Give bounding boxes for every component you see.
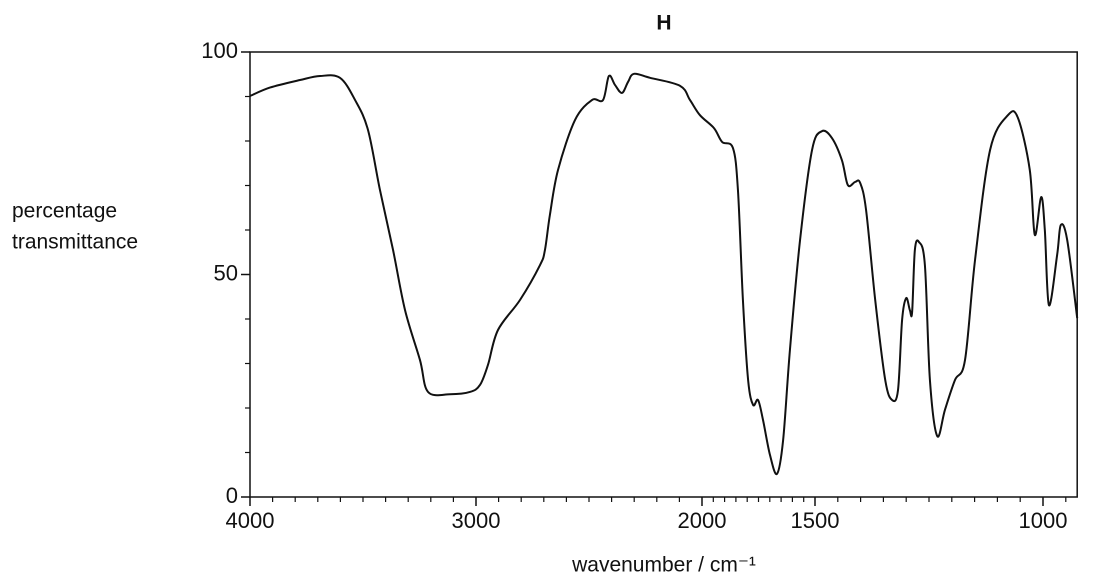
- x-tick-label: 1000: [1019, 508, 1068, 533]
- x-tick-label: 1500: [791, 508, 840, 533]
- x-axis-label: wavenumber / cm⁻¹: [571, 554, 756, 577]
- y-tick-label: 100: [201, 38, 238, 63]
- y-tick-label: 0: [226, 483, 238, 508]
- plot-frame: [249, 51, 1078, 498]
- spectrum-line: [249, 72, 1079, 476]
- y-axis-label: percentage: [12, 200, 117, 223]
- x-tick-label: 4000: [226, 508, 275, 533]
- y-tick-label: 50: [214, 260, 238, 285]
- x-tick-label: 3000: [452, 508, 501, 533]
- x-tick-label: 2000: [678, 508, 727, 533]
- chart-title: H: [656, 12, 671, 35]
- y-axis-label: transmittance: [12, 231, 138, 254]
